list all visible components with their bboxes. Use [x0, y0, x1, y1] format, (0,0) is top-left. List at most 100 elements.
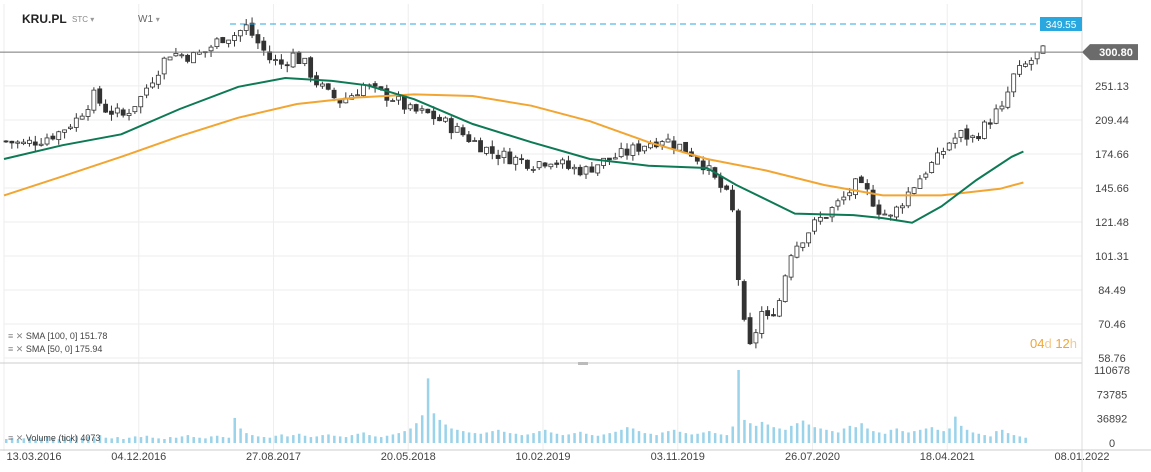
- price-axis[interactable]: 251.13 209.44 174.66 145.66 121.48 101.31 84.4…: [1095, 81, 1129, 365]
- candle-body: [730, 189, 735, 211]
- volume-bar: [649, 433, 652, 443]
- volume-bar: [743, 419, 746, 443]
- volume-tick-label: 73785: [1097, 389, 1128, 401]
- volume-bar: [719, 434, 723, 443]
- candle-body: [858, 176, 864, 184]
- pane-divider[interactable]: [578, 362, 588, 365]
- candle-body: [788, 255, 794, 278]
- candle-body: [460, 127, 466, 136]
- candle-body: [73, 117, 79, 128]
- candle-body: [144, 87, 150, 96]
- volume-bar: [602, 434, 606, 443]
- volume-bar: [292, 435, 295, 443]
- candle-body: [138, 96, 144, 108]
- candle-body: [132, 106, 138, 113]
- volume-bar: [309, 437, 313, 443]
- interval-selector[interactable]: W1 ▾: [138, 14, 160, 25]
- volume-bar: [368, 435, 371, 443]
- sma100-legend[interactable]: ≡ ✕ SMA [100, 0] 151.78: [8, 331, 107, 342]
- candle-body: [325, 83, 331, 90]
- volume-bar: [538, 431, 541, 443]
- volume-bar: [678, 431, 682, 443]
- candle-body: [91, 89, 97, 111]
- hamburger-icon[interactable]: ≡: [8, 433, 14, 443]
- sma50-legend[interactable]: ≡ ✕ SMA [50, 0] 175.94: [8, 344, 102, 355]
- candle-body: [999, 105, 1005, 110]
- candle-body: [548, 163, 554, 168]
- candle-body: [899, 205, 905, 209]
- close-icon[interactable]: ✕: [15, 344, 24, 354]
- volume-bar: [948, 428, 951, 443]
- volume-bar: [573, 433, 576, 443]
- volume-bar: [690, 434, 693, 443]
- volume-bar: [848, 425, 852, 443]
- high-price-line[interactable]: 349.55: [230, 17, 1082, 31]
- volume-bar: [532, 433, 535, 443]
- candle-body: [50, 135, 56, 140]
- volume-bar: [151, 437, 154, 443]
- volume-bar: [139, 437, 143, 443]
- time-axis[interactable]: 13.03.2016 04.12.2016 27.08.2017 20.05.2018…: [6, 451, 1109, 463]
- high-price-tag: [1040, 17, 1082, 31]
- volume-bar: [854, 427, 858, 443]
- close-icon[interactable]: ✕: [15, 331, 24, 341]
- volume-bar: [40, 437, 43, 443]
- volume-bar: [303, 435, 307, 443]
- time-tick-label: 18.04.2021: [920, 451, 975, 463]
- last-price-line[interactable]: 300.80: [0, 44, 1138, 61]
- chevron-down-icon[interactable]: ▾: [90, 15, 95, 24]
- candle-body: [1040, 45, 1046, 54]
- candle-body: [62, 129, 67, 133]
- candle-body: [1034, 51, 1040, 60]
- volume-bar: [63, 437, 67, 443]
- volume-legend[interactable]: ≡ ✕ Volume (tick) 4073: [8, 433, 100, 444]
- volume-bar: [614, 431, 617, 443]
- hamburger-icon[interactable]: ≡: [8, 344, 14, 354]
- volume-bar: [936, 429, 940, 443]
- candle-body: [489, 146, 495, 154]
- volume-bar: [233, 417, 236, 443]
- candle-body: [577, 166, 583, 176]
- volume-bar: [907, 432, 910, 443]
- symbol-label[interactable]: KRU.PL: [22, 12, 67, 26]
- candle-body: [847, 192, 853, 197]
- candle-body: [437, 116, 442, 122]
- instrument-type[interactable]: STC ▾: [72, 15, 94, 24]
- volume-bar: [708, 431, 711, 443]
- volume-bar: [280, 434, 283, 443]
- volume-bar: [749, 423, 752, 443]
- volume-bar: [391, 434, 395, 443]
- candle-body: [161, 57, 167, 75]
- candle-body: [970, 135, 976, 138]
- volume-bar: [555, 433, 559, 443]
- volume-bar: [315, 436, 319, 443]
- candle-body: [267, 51, 273, 61]
- candle-body: [109, 110, 114, 115]
- candle-body: [665, 138, 671, 143]
- volume-bar: [122, 439, 125, 443]
- candle-body: [618, 148, 624, 158]
- sma100-legend-label: SMA [100, 0] 151.78: [25, 331, 108, 341]
- candle-body: [753, 332, 759, 344]
- close-icon[interactable]: ✕: [15, 433, 24, 443]
- candle-body: [15, 141, 21, 144]
- chevron-down-icon[interactable]: ▾: [155, 15, 160, 24]
- volume-bar: [110, 438, 113, 443]
- volume-bar: [163, 439, 166, 443]
- volume-bar: [456, 429, 459, 443]
- volume-bar: [801, 420, 805, 443]
- volume-bar: [432, 413, 436, 443]
- volume-bar: [356, 433, 360, 443]
- candle-body: [624, 148, 630, 156]
- volume-bar: [924, 428, 928, 443]
- candle-body: [372, 83, 378, 87]
- volume-bar: [438, 419, 442, 443]
- sma50-legend-label: SMA [50, 0] 175.94: [25, 344, 103, 354]
- hamburger-icon[interactable]: ≡: [8, 331, 14, 341]
- volume-bar: [245, 433, 248, 443]
- volume-bar: [790, 425, 793, 443]
- candle-body: [454, 125, 460, 133]
- candle-body: [612, 157, 618, 160]
- volume-tick-label: 0: [1109, 438, 1115, 450]
